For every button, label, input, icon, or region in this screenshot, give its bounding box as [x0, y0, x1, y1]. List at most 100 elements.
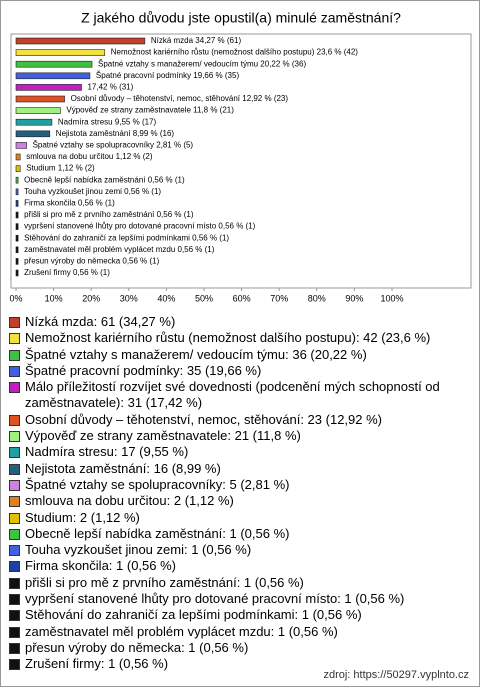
- bar: [15, 234, 19, 242]
- bar: [15, 37, 146, 45]
- legend-swatch: [9, 317, 20, 328]
- bar: [15, 49, 106, 56]
- plot-frame: [10, 33, 472, 289]
- bar: [15, 153, 21, 161]
- bar: [15, 165, 21, 172]
- legend-label: Nadmíra stresu: 17 (9,55 %): [25, 444, 189, 460]
- legend: Nízká mzda: 61 (34,27 %) Nemožnost kariér…: [9, 314, 471, 673]
- bar-label: Zrušení firmy 0,56 % (1): [24, 268, 110, 277]
- legend-swatch: [9, 642, 20, 654]
- legend-label: Výpověď ze strany zaměstnavatele: 21 (11…: [25, 428, 301, 444]
- legend-item: Špatné vztahy s manažerem/ vedoucím týmu…: [9, 347, 471, 363]
- legend-label: Špatné pracovní podmínky: 35 (19,66 %): [25, 362, 262, 378]
- legend-swatch: [9, 431, 20, 443]
- bar: [15, 72, 91, 80]
- legend-swatch: [9, 512, 20, 524]
- x-tick-label: 40%: [157, 293, 175, 303]
- legend-item: Výpověď ze strany zaměstnavatele: 21 (11…: [9, 428, 471, 444]
- legend-swatch: [9, 333, 20, 345]
- bar-label: přišli si pro mě z prvního zaměstnání 0,…: [24, 210, 194, 219]
- bar-label: Nemožnost kariérního růstu (nemožnost da…: [111, 48, 359, 57]
- bar-label: Osobní důvody – těhotenství, nemoc, stěh…: [71, 94, 289, 103]
- legend-item: zaměstnavatel měl problém vyplácet mzdu:…: [9, 624, 471, 640]
- bar-label: Nízká mzda 34,27 % (61): [151, 36, 242, 45]
- legend-label: vypršení stanovené lhůty pro dotované pr…: [25, 591, 405, 607]
- legend-item: Nemožnost kariérního růstu (nemožnost da…: [9, 330, 471, 346]
- bar-label: zaměstnavatel měl problém vyplácet mzdu …: [24, 245, 215, 254]
- legend-swatch: [9, 463, 20, 475]
- legend-swatch: [9, 479, 20, 491]
- legend-swatch: [9, 447, 20, 459]
- bar-label: Špatné pracovní podmínky 19,66 % (35): [96, 71, 240, 80]
- legend-item: Obecně lepší nabídka zaměstnání: 1 (0,56…: [9, 526, 471, 542]
- legend-label: přesun výroby do německa: 1 (0,56 %): [25, 639, 249, 655]
- bar-label: Nejistota zaměstnání 8,99 % (16): [56, 129, 175, 138]
- bar-label: Touha vyzkoušet jinou zemi 0,56 % (1): [24, 187, 161, 196]
- legend-label: Studium: 2 (1,12 %): [25, 509, 140, 525]
- legend-item: Firma skončila: 1 (0,56 %): [9, 558, 471, 574]
- legend-item: Nejistota zaměstnání: 16 (8,99 %): [9, 461, 471, 477]
- x-tick-label: 50%: [195, 293, 213, 303]
- bar-label: přesun výroby do německa 0,56 % (1): [24, 257, 160, 266]
- legend-swatch: [9, 594, 20, 606]
- legend-label: Osobní důvody – těhotenství, nemoc, stěh…: [25, 411, 382, 427]
- bar: [15, 95, 65, 103]
- legend-swatch: [9, 528, 20, 540]
- bar-label: Špatné vztahy se spolupracovníky 2,81 % …: [33, 141, 194, 150]
- legend-swatch: [9, 365, 20, 377]
- bar: [15, 211, 19, 219]
- x-tick-label: 70%: [270, 293, 288, 303]
- legend-item: Málo příležitostí rozvíjet své dovednost…: [9, 379, 471, 412]
- legend-label: Nejistota zaměstnání: 16 (8,99 %): [25, 460, 221, 476]
- legend-label: přišli si pro mě z prvního zaměstnání: 1…: [25, 574, 304, 590]
- legend-label: Obecně lepší nabídka zaměstnání: 1 (0,56…: [25, 525, 290, 541]
- legend-label: Touha vyzkoušet jinou zemi: 1 (0,56 %): [25, 542, 252, 558]
- chart: Z jakého důvodu jste opustil(a) minulé z…: [9, 10, 472, 303]
- bar-label: Výpověď ze strany zaměstnavatele 11,8 % …: [66, 106, 234, 115]
- x-tick-label: 90%: [345, 293, 363, 303]
- legend-label: smlouva na dobu určitou: 2 (1,12 %): [25, 493, 234, 509]
- legend-label: Špatné vztahy se spolupracovníky: 5 (2,8…: [25, 476, 290, 492]
- legend-item: přesun výroby do německa: 1 (0,56 %): [9, 640, 471, 656]
- legend-label: Zrušení firmy: 1 (0,56 %): [25, 656, 169, 672]
- bar-label: vypršení stanovené lhůty pro dotované pr…: [24, 222, 256, 231]
- legend-item: Nadmíra stresu: 17 (9,55 %): [9, 444, 471, 460]
- bar-label: Stěhování do zahraničí za lepšími podmín…: [24, 233, 229, 242]
- bar: [15, 223, 19, 230]
- legend-item: vypršení stanovené lhůty pro dotované pr…: [9, 591, 471, 607]
- bar: [15, 130, 51, 138]
- bar: [15, 60, 93, 68]
- legend-item: Stěhování do zahraničí za lepšími podmín…: [9, 607, 471, 623]
- bar: [15, 142, 27, 149]
- bar-label: Studium 1,12 % (2): [26, 164, 95, 173]
- bar: [15, 258, 19, 265]
- x-tick-label: 0%: [9, 293, 22, 303]
- legend-swatch: [9, 349, 20, 361]
- legend-item: Špatné pracovní podmínky: 35 (19,66 %): [9, 363, 471, 379]
- legend-swatch: [9, 610, 20, 622]
- bar-label: 17,42 % (31): [87, 83, 133, 92]
- x-tick-label: 60%: [233, 293, 251, 303]
- legend-item: přišli si pro mě z prvního zaměstnání: 1…: [9, 575, 471, 591]
- legend-label: Nízká mzda: 61 (34,27 %): [25, 314, 176, 329]
- x-tick-label: 80%: [308, 293, 326, 303]
- bar: [15, 188, 19, 196]
- legend-swatch: [9, 414, 20, 426]
- legend-item: Touha vyzkoušet jinou zemi: 1 (0,56 %): [9, 542, 471, 558]
- legend-item: Osobní důvody – těhotenství, nemoc, stěh…: [9, 412, 471, 428]
- legend-label: Nemožnost kariérního růstu (nemožnost da…: [25, 330, 431, 346]
- legend-item: Nízká mzda: 61 (34,27 %): [9, 314, 471, 330]
- legend-swatch: [9, 626, 20, 638]
- legend-item: Studium: 2 (1,12 %): [9, 510, 471, 526]
- bar-label: Špatné vztahy s manažerem/ vedoucím týmu…: [98, 59, 306, 68]
- bar: [15, 118, 53, 126]
- source: zdroj: https://50297.vyplnto.cz: [323, 669, 469, 681]
- legend-item: smlouva na dobu určitou: 2 (1,12 %): [9, 493, 471, 509]
- legend-label: Málo příležitostí rozvíjet své dovednost…: [25, 379, 440, 411]
- bar: [15, 107, 61, 114]
- legend-swatch: [9, 659, 20, 671]
- legend-label: Špatné vztahy s manažerem/ vedoucím týmu…: [25, 346, 367, 362]
- legend-swatch: [9, 545, 20, 557]
- legend-item: Zrušení firmy: 1 (0,56 %): [9, 656, 471, 672]
